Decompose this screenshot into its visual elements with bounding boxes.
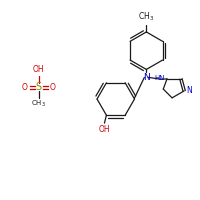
Text: CH$_3$: CH$_3$: [31, 99, 46, 109]
Text: N: N: [186, 86, 192, 95]
Text: OH: OH: [33, 65, 45, 74]
Text: N: N: [143, 73, 150, 82]
Text: OH: OH: [99, 125, 110, 134]
Text: O: O: [50, 83, 56, 92]
Text: S: S: [36, 82, 42, 92]
Text: CH$_3$: CH$_3$: [138, 11, 154, 23]
Text: HN: HN: [155, 75, 165, 81]
Text: O: O: [22, 83, 28, 92]
